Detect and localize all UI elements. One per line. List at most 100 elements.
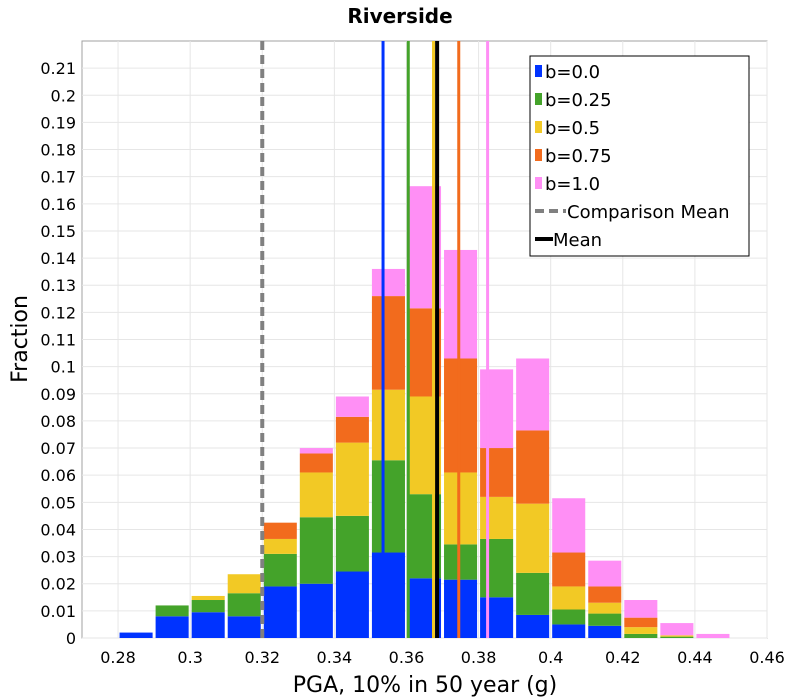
bar-segment	[444, 579, 478, 638]
x-axis-title: PGA, 10% in 50 year (g)	[293, 673, 557, 698]
bar-segment	[119, 632, 153, 638]
legend-label: Mean	[553, 230, 602, 251]
y-tick-label: 0.15	[40, 222, 76, 241]
x-tick-label: 0.36	[389, 648, 425, 667]
legend-label: b=0.25	[545, 90, 612, 111]
y-tick-label: 0	[66, 629, 76, 648]
bar-segment	[660, 635, 694, 637]
bar-segment	[371, 460, 405, 553]
legend-label: b=0.5	[545, 118, 600, 139]
bar-segment	[155, 605, 189, 617]
bar-segment	[263, 538, 297, 554]
y-tick-label: 0.17	[40, 168, 76, 187]
y-tick-label: 0.06	[40, 466, 76, 485]
y-tick-label: 0.16	[40, 195, 76, 214]
bar-segment	[191, 600, 225, 613]
x-tick-label: 0.4	[538, 648, 563, 667]
bar-segment	[335, 442, 369, 516]
bar-segment	[444, 544, 478, 580]
bar-segment	[191, 595, 225, 601]
bar-segment	[371, 552, 405, 638]
y-tick-label: 0.03	[40, 548, 76, 567]
y-tick-label: 0.12	[40, 303, 76, 322]
mean-lines	[260, 41, 490, 638]
bar-segment	[335, 396, 369, 417]
x-tick-label: 0.28	[100, 648, 136, 667]
bar-segment	[299, 517, 333, 584]
bar-segment	[335, 515, 369, 572]
y-axis-title: Fraction	[8, 295, 33, 383]
bar-segment	[444, 472, 478, 545]
bar-segment	[516, 430, 550, 504]
bar-segment	[480, 496, 514, 539]
legend-swatch	[535, 149, 542, 161]
bar-segment	[263, 553, 297, 587]
bar-segment	[155, 616, 189, 638]
y-tick-label: 0.07	[40, 439, 76, 458]
x-tick-label: 0.32	[244, 648, 280, 667]
bar-segment	[480, 448, 514, 497]
bar-segment	[624, 600, 658, 618]
bar-segment	[516, 572, 550, 615]
bar-segment	[624, 627, 658, 634]
y-tick-label: 0.11	[40, 331, 76, 350]
bar-segment	[335, 571, 369, 638]
legend-label: Comparison Mean	[567, 202, 730, 223]
chart-title: Riverside	[347, 4, 452, 28]
bar-segment	[516, 503, 550, 573]
bar-segment	[335, 416, 369, 443]
legend-label: b=0.0	[545, 62, 600, 83]
bar-segment	[227, 616, 261, 638]
x-tick-label: 0.34	[317, 648, 353, 667]
bar-segment	[588, 586, 622, 603]
legend-swatch	[535, 177, 542, 189]
bar-segment	[552, 552, 586, 587]
bar-segment	[299, 472, 333, 518]
legend-label: b=1.0	[545, 174, 600, 195]
x-tick-label: 0.42	[605, 648, 641, 667]
legend-swatch	[535, 65, 542, 77]
x-tick-label: 0.3	[177, 648, 202, 667]
y-tick-label: 0.19	[40, 113, 76, 132]
y-tick-label: 0.2	[51, 86, 76, 105]
bar-segment	[588, 613, 622, 626]
bar-segment	[299, 583, 333, 638]
y-tick-label: 0.13	[40, 276, 76, 295]
y-tick-label: 0.08	[40, 412, 76, 431]
bar-segment	[588, 602, 622, 614]
bar-segment	[263, 522, 297, 539]
bar-segment	[227, 593, 261, 617]
bar-segment	[552, 586, 586, 610]
bar-segment	[371, 296, 405, 390]
bar-segment	[480, 538, 514, 598]
y-tick-label: 0.01	[40, 602, 76, 621]
bar-segment	[516, 358, 550, 431]
bar-segment	[624, 633, 658, 638]
bar-segment	[696, 633, 730, 638]
bar-segment	[444, 249, 478, 359]
legend-swatch	[535, 93, 542, 105]
y-tick-label: 0.1	[51, 358, 76, 377]
x-tick-label: 0.44	[677, 648, 713, 667]
y-axis-ticks: 0 0.01 0.02 0.03 0.04 0.05 0.06 0.07 0.08 0.09 0.1…	[40, 59, 76, 648]
x-tick-label: 0.38	[461, 648, 497, 667]
bar-segment	[588, 625, 622, 638]
bar-segment	[660, 636, 694, 638]
bar-segment	[516, 614, 550, 638]
y-tick-label: 0.09	[40, 385, 76, 404]
legend: b=0.0 b=0.25 b=0.5 b=0.75 b=1.0 Comparison Me…	[529, 55, 750, 257]
bar-segment	[588, 560, 622, 587]
bar-segment	[552, 609, 586, 625]
bar-segment	[660, 623, 694, 636]
bar-segment	[299, 448, 333, 454]
x-axis-ticks: 0.28 0.3 0.32 0.34 0.36 0.38 0.4 0.42 0.44 0.46	[100, 648, 785, 667]
y-tick-label: 0.21	[40, 59, 76, 78]
bar-segment	[371, 389, 405, 461]
bar-segment	[299, 453, 333, 473]
bar-segment	[552, 498, 586, 553]
y-tick-label: 0.05	[40, 493, 76, 512]
bar-segment	[191, 612, 225, 638]
legend-box	[529, 55, 750, 257]
y-tick-label: 0.02	[40, 575, 76, 594]
